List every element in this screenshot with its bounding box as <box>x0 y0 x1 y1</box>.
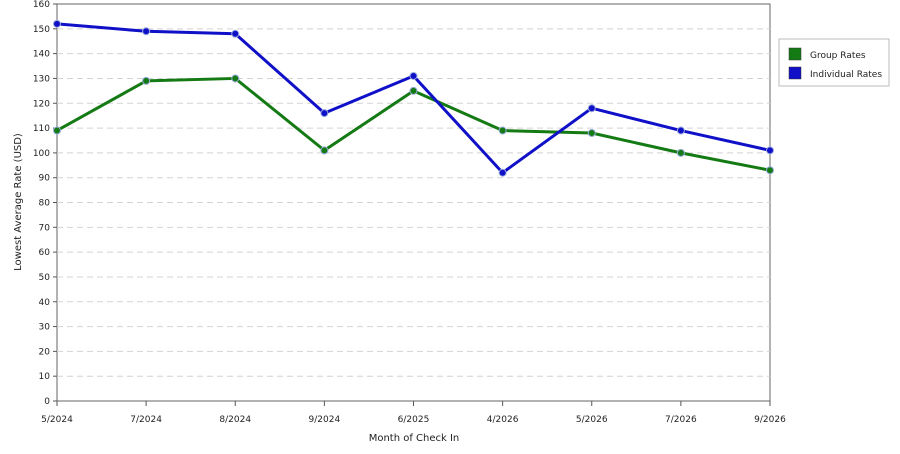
data-point <box>587 104 596 113</box>
y-axis-title: Lowest Average Rate (USD) <box>13 133 24 271</box>
x-tick-label: 5/2026 <box>576 415 608 425</box>
legend-swatch <box>788 66 802 80</box>
legend-label: Group Rates <box>810 51 866 61</box>
data-point <box>231 29 240 38</box>
y-tick-label: 120 <box>33 99 50 109</box>
y-tick-label: 130 <box>33 74 50 84</box>
x-tick-label: 8/2024 <box>219 415 251 425</box>
y-tick-label: 60 <box>39 248 51 258</box>
data-point <box>142 27 151 36</box>
legend-label: Individual Rates <box>810 70 882 80</box>
legend-swatch <box>788 47 802 61</box>
data-point <box>53 126 61 135</box>
data-point <box>409 71 418 80</box>
y-tick-label: 30 <box>39 323 51 333</box>
y-tick-label: 100 <box>33 149 50 159</box>
data-point <box>587 129 596 138</box>
legend: Group Rates Individual Rates <box>778 38 890 87</box>
data-point <box>142 76 151 85</box>
y-axis-ticks: 0 10 20 30 40 50 60 70 80 90 100 110 120 130 140 150 160 <box>33 0 57 407</box>
x-tick-label: 9/2024 <box>309 415 341 425</box>
y-tick-label: 150 <box>33 25 50 35</box>
data-point <box>676 126 685 135</box>
x-tick-label: 6/2025 <box>398 415 430 425</box>
y-tick-label: 80 <box>39 199 51 209</box>
x-axis-ticks: 5/2024 7/2024 8/2024 9/2024 6/2025 4/2026 5/20… <box>41 401 786 425</box>
x-tick-label: 5/2024 <box>41 415 73 425</box>
data-point <box>676 148 685 157</box>
y-tick-label: 20 <box>39 347 51 357</box>
data-point <box>409 86 418 95</box>
y-tick-label: 50 <box>39 273 51 283</box>
data-point <box>231 74 240 83</box>
y-tick-label: 10 <box>39 372 51 382</box>
data-point <box>766 146 774 155</box>
data-point <box>498 168 507 177</box>
y-tick-label: 160 <box>33 0 50 10</box>
x-tick-label: 7/2024 <box>130 415 162 425</box>
x-axis-title: Month of Check In <box>369 433 460 444</box>
y-tick-label: 0 <box>44 397 50 407</box>
series-lines <box>53 19 774 177</box>
y-tick-label: 40 <box>39 298 51 308</box>
y-tick-label: 140 <box>33 50 50 60</box>
data-point <box>320 109 329 118</box>
x-tick-label: 7/2026 <box>665 415 697 425</box>
plot-area <box>56 3 771 402</box>
gridlines <box>57 28 770 377</box>
y-tick-label: 90 <box>39 174 51 184</box>
y-tick-label: 110 <box>33 124 50 134</box>
data-point <box>53 19 61 28</box>
data-point <box>498 126 507 135</box>
y-tick-label: 70 <box>39 223 51 233</box>
data-point <box>766 166 774 175</box>
x-tick-label: 4/2026 <box>487 415 519 425</box>
data-point <box>320 146 329 155</box>
x-tick-label: 9/2026 <box>754 415 786 425</box>
